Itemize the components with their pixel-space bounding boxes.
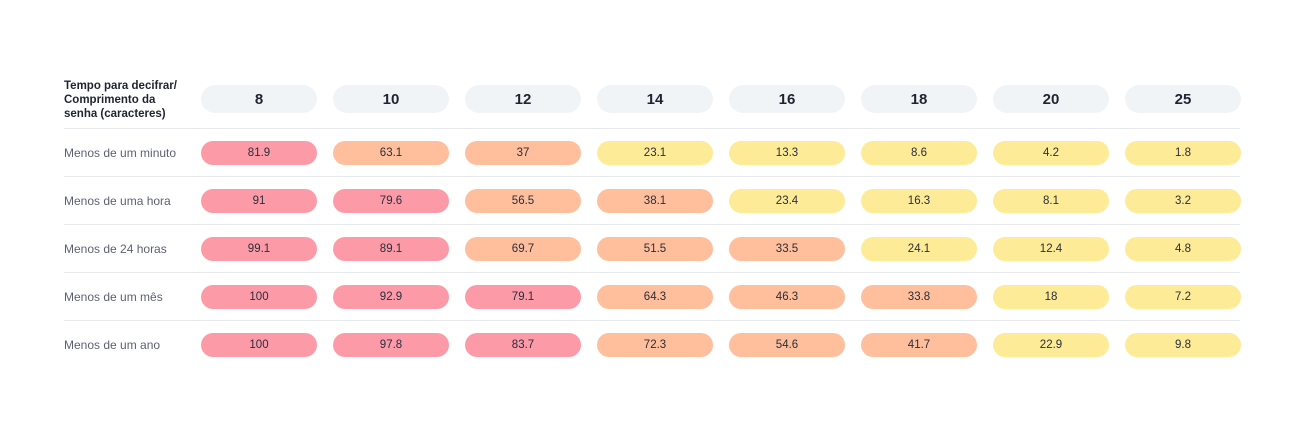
value-cell: 72.3 [597,333,713,357]
value-cell: 16.3 [861,188,977,213]
value-cell: 83.7 [465,333,581,357]
value-cell: 8.1 [993,188,1109,213]
value-cell: 100 [201,333,317,357]
column-header: 18 [861,85,977,113]
value-cell: 79.1 [465,284,581,309]
header-row: Tempo para decifrar/ Comprimento da senh… [64,70,1241,129]
value-cell: 46.3 [729,284,845,309]
column-header: 12 [465,85,581,113]
column-header: 25 [1125,85,1241,113]
row-label: Menos de uma hora [64,193,171,208]
value-cell: 79.6 [333,188,449,213]
value-cell: 18 [993,284,1109,309]
value-cell: 97.8 [333,333,449,357]
table-row: Menos de um minuto 81.9 63.1 37 23.1 13.3 8.6 4… [64,129,1241,177]
column-header: 16 [729,85,845,113]
password-crack-table: Tempo para decifrar/ Comprimento da senh… [64,70,1241,369]
value-cell: 23.4 [729,188,845,213]
value-cell: 64.3 [597,284,713,309]
table-body: Menos de um minuto 81.9 63.1 37 23.1 13.3 8.6 4… [64,129,1241,369]
value-cell: 9.8 [1125,333,1241,357]
value-cell: 13.3 [729,140,845,165]
row-cells: 100 97.8 83.7 72.3 54.6 41.7 22.9 9.8 [201,333,1241,357]
value-cell: 1.8 [1125,140,1241,165]
table-row: Menos de uma hora 91 79.6 56.5 38.1 23.4 16.3 8… [64,177,1241,225]
value-cell: 8.6 [861,140,977,165]
corner-label: Tempo para decifrar/ Comprimento da senh… [64,80,177,120]
row-cells: 99.1 89.1 69.7 51.5 33.5 24.1 12.4 4.8 [201,236,1241,261]
value-cell: 69.7 [465,236,581,261]
value-cell: 51.5 [597,236,713,261]
column-header: 14 [597,85,713,113]
value-cell: 81.9 [201,140,317,165]
column-header: 10 [333,85,449,113]
value-cell: 33.8 [861,284,977,309]
column-header: 8 [201,85,317,113]
value-cell: 12.4 [993,236,1109,261]
row-cells: 100 92.9 79.1 64.3 46.3 33.8 18 7.2 [201,284,1241,309]
value-cell: 4.8 [1125,236,1241,261]
value-cell: 22.9 [993,333,1109,357]
table-row: Menos de um ano 100 97.8 83.7 72.3 54.6 41.7 22… [64,321,1241,369]
row-label: Menos de um minuto [64,145,177,160]
value-cell: 37 [465,140,581,165]
value-cell: 92.9 [333,284,449,309]
value-cell: 24.1 [861,236,977,261]
row-cells: 91 79.6 56.5 38.1 23.4 16.3 8.1 3.2 [201,188,1241,213]
value-cell: 7.2 [1125,284,1241,309]
value-cell: 33.5 [729,236,845,261]
value-cell: 23.1 [597,140,713,165]
value-cell: 41.7 [861,333,977,357]
value-cell: 99.1 [201,236,317,261]
row-cells: 81.9 63.1 37 23.1 13.3 8.6 4.2 1.8 [201,140,1241,165]
row-label: Menos de um mês [64,289,163,304]
value-cell: 38.1 [597,188,713,213]
value-cell: 3.2 [1125,188,1241,213]
table-row: Menos de 24 horas 99.1 89.1 69.7 51.5 33.5 24.… [64,225,1241,273]
value-cell: 100 [201,284,317,309]
value-cell: 89.1 [333,236,449,261]
value-cell: 54.6 [729,333,845,357]
value-cell: 91 [201,188,317,213]
row-label: Menos de um ano [64,338,161,352]
value-cell: 4.2 [993,140,1109,165]
value-cell: 56.5 [465,188,581,213]
table-row: Menos de um mês 100 92.9 79.1 64.3 46.3 33.8 18… [64,273,1241,321]
column-header: 20 [993,85,1109,113]
column-headers: 8 10 12 14 16 18 20 25 [201,85,1241,113]
row-label: Menos de 24 horas [64,241,167,256]
value-cell: 63.1 [333,140,449,165]
